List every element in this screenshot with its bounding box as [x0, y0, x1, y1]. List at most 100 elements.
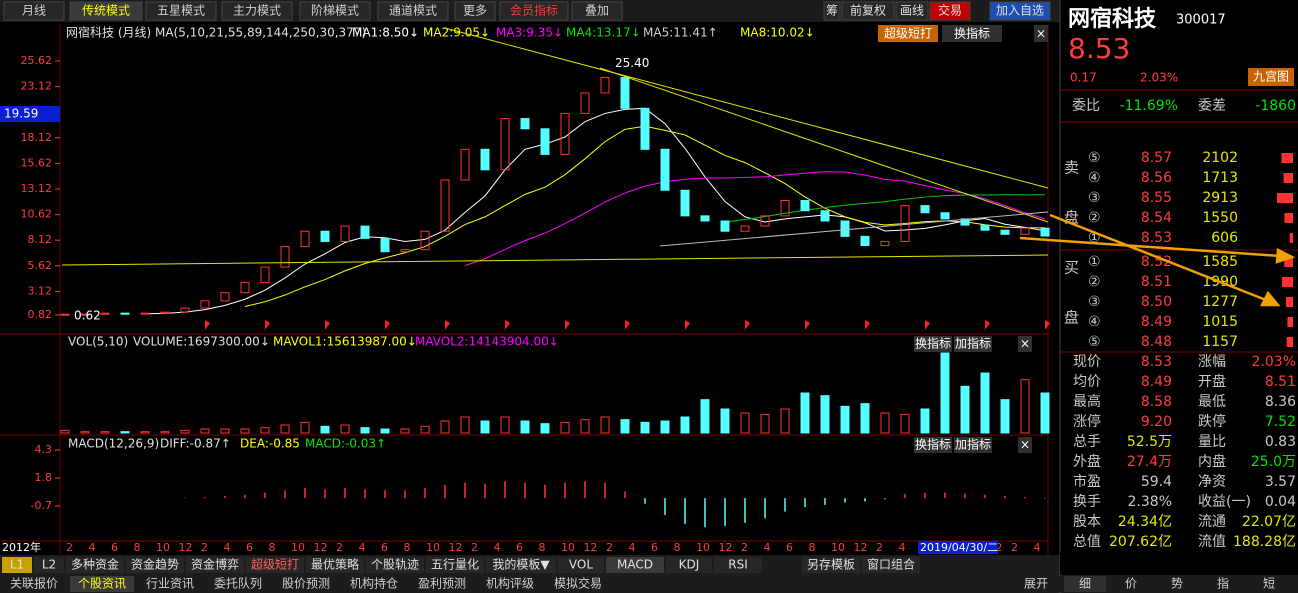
volume-bar — [800, 392, 810, 434]
side-tab[interactable] — [1202, 576, 1244, 592]
side-tab-label: 势 — [1171, 577, 1183, 591]
x-tick-label: 2 — [741, 541, 748, 554]
volume-bar — [500, 416, 510, 434]
bottom-tab[interactable] — [478, 576, 542, 592]
volume-bar — [180, 429, 190, 434]
bottom-tab-label: 关联报价 — [10, 576, 58, 591]
stat-label: 涨幅 — [1198, 354, 1226, 370]
volume-bar — [760, 413, 770, 434]
book-bar — [1282, 277, 1293, 287]
panel-button[interactable] — [914, 336, 952, 352]
toolbar-button[interactable] — [929, 1, 971, 21]
volume-bar — [960, 385, 970, 434]
stat-label: 换手 — [1073, 493, 1101, 510]
toolbar-button[interactable] — [221, 1, 293, 21]
bottom-tab[interactable] — [206, 576, 270, 592]
stat-label: 总值 — [1073, 534, 1101, 550]
toolbar-button[interactable] — [3, 1, 65, 21]
volume-bar — [940, 352, 950, 434]
tab-label: 最优策略 — [311, 557, 359, 572]
panel-button[interactable] — [1018, 336, 1032, 352]
bottom-tab[interactable] — [342, 576, 406, 592]
stat-value: 59.4 — [1141, 474, 1172, 490]
cursor-date-box — [918, 541, 998, 554]
tab[interactable] — [606, 557, 664, 573]
book-price: 8.50 — [1141, 294, 1172, 310]
panel-button[interactable] — [878, 25, 938, 42]
arrow-head — [1259, 290, 1281, 307]
y-tick-label: 8.12 — [28, 233, 53, 246]
panel-button[interactable] — [1018, 437, 1032, 453]
grid-button-label: 九宫图 — [1253, 69, 1289, 84]
tab[interactable] — [486, 557, 556, 573]
tab[interactable] — [714, 557, 762, 573]
side-tab[interactable] — [1110, 576, 1152, 592]
tab-label: MACD — [617, 558, 653, 572]
bottom-tab[interactable] — [2, 576, 66, 592]
side-label: 盘 — [1064, 309, 1079, 327]
toolbar-button[interactable] — [841, 1, 895, 21]
stat-label: 流值 — [1198, 534, 1226, 550]
bottom-tab-label: 机构持仓 — [350, 576, 398, 591]
toolbar-button[interactable] — [145, 1, 217, 21]
low-label: 0.62 — [74, 309, 101, 323]
tab[interactable] — [426, 557, 484, 573]
bottom-tab[interactable] — [70, 576, 134, 592]
volume-bar — [780, 408, 790, 434]
bottom-tab[interactable] — [410, 576, 474, 592]
tab[interactable] — [186, 557, 244, 573]
tab[interactable] — [558, 557, 604, 573]
toolbar-button[interactable] — [454, 1, 496, 21]
candle — [800, 199, 810, 212]
side-tab[interactable] — [1064, 576, 1106, 592]
side-tab[interactable] — [1248, 576, 1290, 592]
volume-bar — [360, 427, 370, 434]
toolbar-button[interactable] — [895, 1, 929, 21]
bottom-tab[interactable] — [138, 576, 202, 592]
volume-bar — [220, 428, 230, 434]
tab[interactable] — [366, 557, 424, 573]
toolbar-button[interactable] — [499, 1, 569, 21]
book-bar — [1277, 193, 1293, 203]
tab[interactable] — [246, 557, 304, 573]
bottom-tab[interactable] — [274, 576, 338, 592]
cursor-price-box — [0, 106, 60, 122]
stat-value: 24.34亿 — [1118, 514, 1172, 530]
candle — [760, 215, 770, 227]
volume-bar — [620, 419, 630, 434]
bottom-tab[interactable] — [546, 576, 610, 592]
side-tab[interactable] — [1156, 576, 1198, 592]
candle — [980, 224, 990, 231]
tab[interactable] — [2, 557, 32, 573]
book-price: 8.54 — [1141, 210, 1172, 226]
stat-value: 0.04 — [1265, 494, 1296, 510]
tab[interactable] — [34, 557, 64, 573]
panel-button[interactable] — [942, 25, 1002, 42]
panel-button[interactable] — [1034, 25, 1048, 42]
tab[interactable] — [306, 557, 364, 573]
bottom-tab[interactable] — [1004, 576, 1068, 592]
volume-bar — [1020, 379, 1030, 434]
toolbar-button[interactable] — [823, 1, 841, 21]
panel-button[interactable] — [954, 437, 992, 453]
stat-label: 最低 — [1198, 394, 1226, 410]
tab[interactable] — [862, 557, 920, 573]
side-label: 卖 — [1064, 159, 1079, 177]
tab[interactable] — [126, 557, 184, 573]
stat-label: 跌停 — [1198, 413, 1226, 430]
tab[interactable] — [666, 557, 712, 573]
toolbar-button[interactable] — [69, 1, 143, 21]
toolbar-button[interactable] — [299, 1, 371, 21]
arrow-head — [1275, 248, 1296, 264]
grid-button[interactable] — [1248, 68, 1294, 86]
toolbar-button[interactable] — [989, 1, 1051, 21]
toolbar-button[interactable] — [377, 1, 449, 21]
toolbar-button[interactable] — [571, 1, 623, 21]
volume-bar — [400, 428, 410, 434]
stat-label: 内盘 — [1198, 453, 1226, 470]
candle — [400, 249, 410, 253]
tab[interactable] — [66, 557, 124, 573]
panel-button[interactable] — [954, 336, 992, 352]
panel-button[interactable] — [914, 437, 952, 453]
tab[interactable] — [802, 557, 860, 573]
